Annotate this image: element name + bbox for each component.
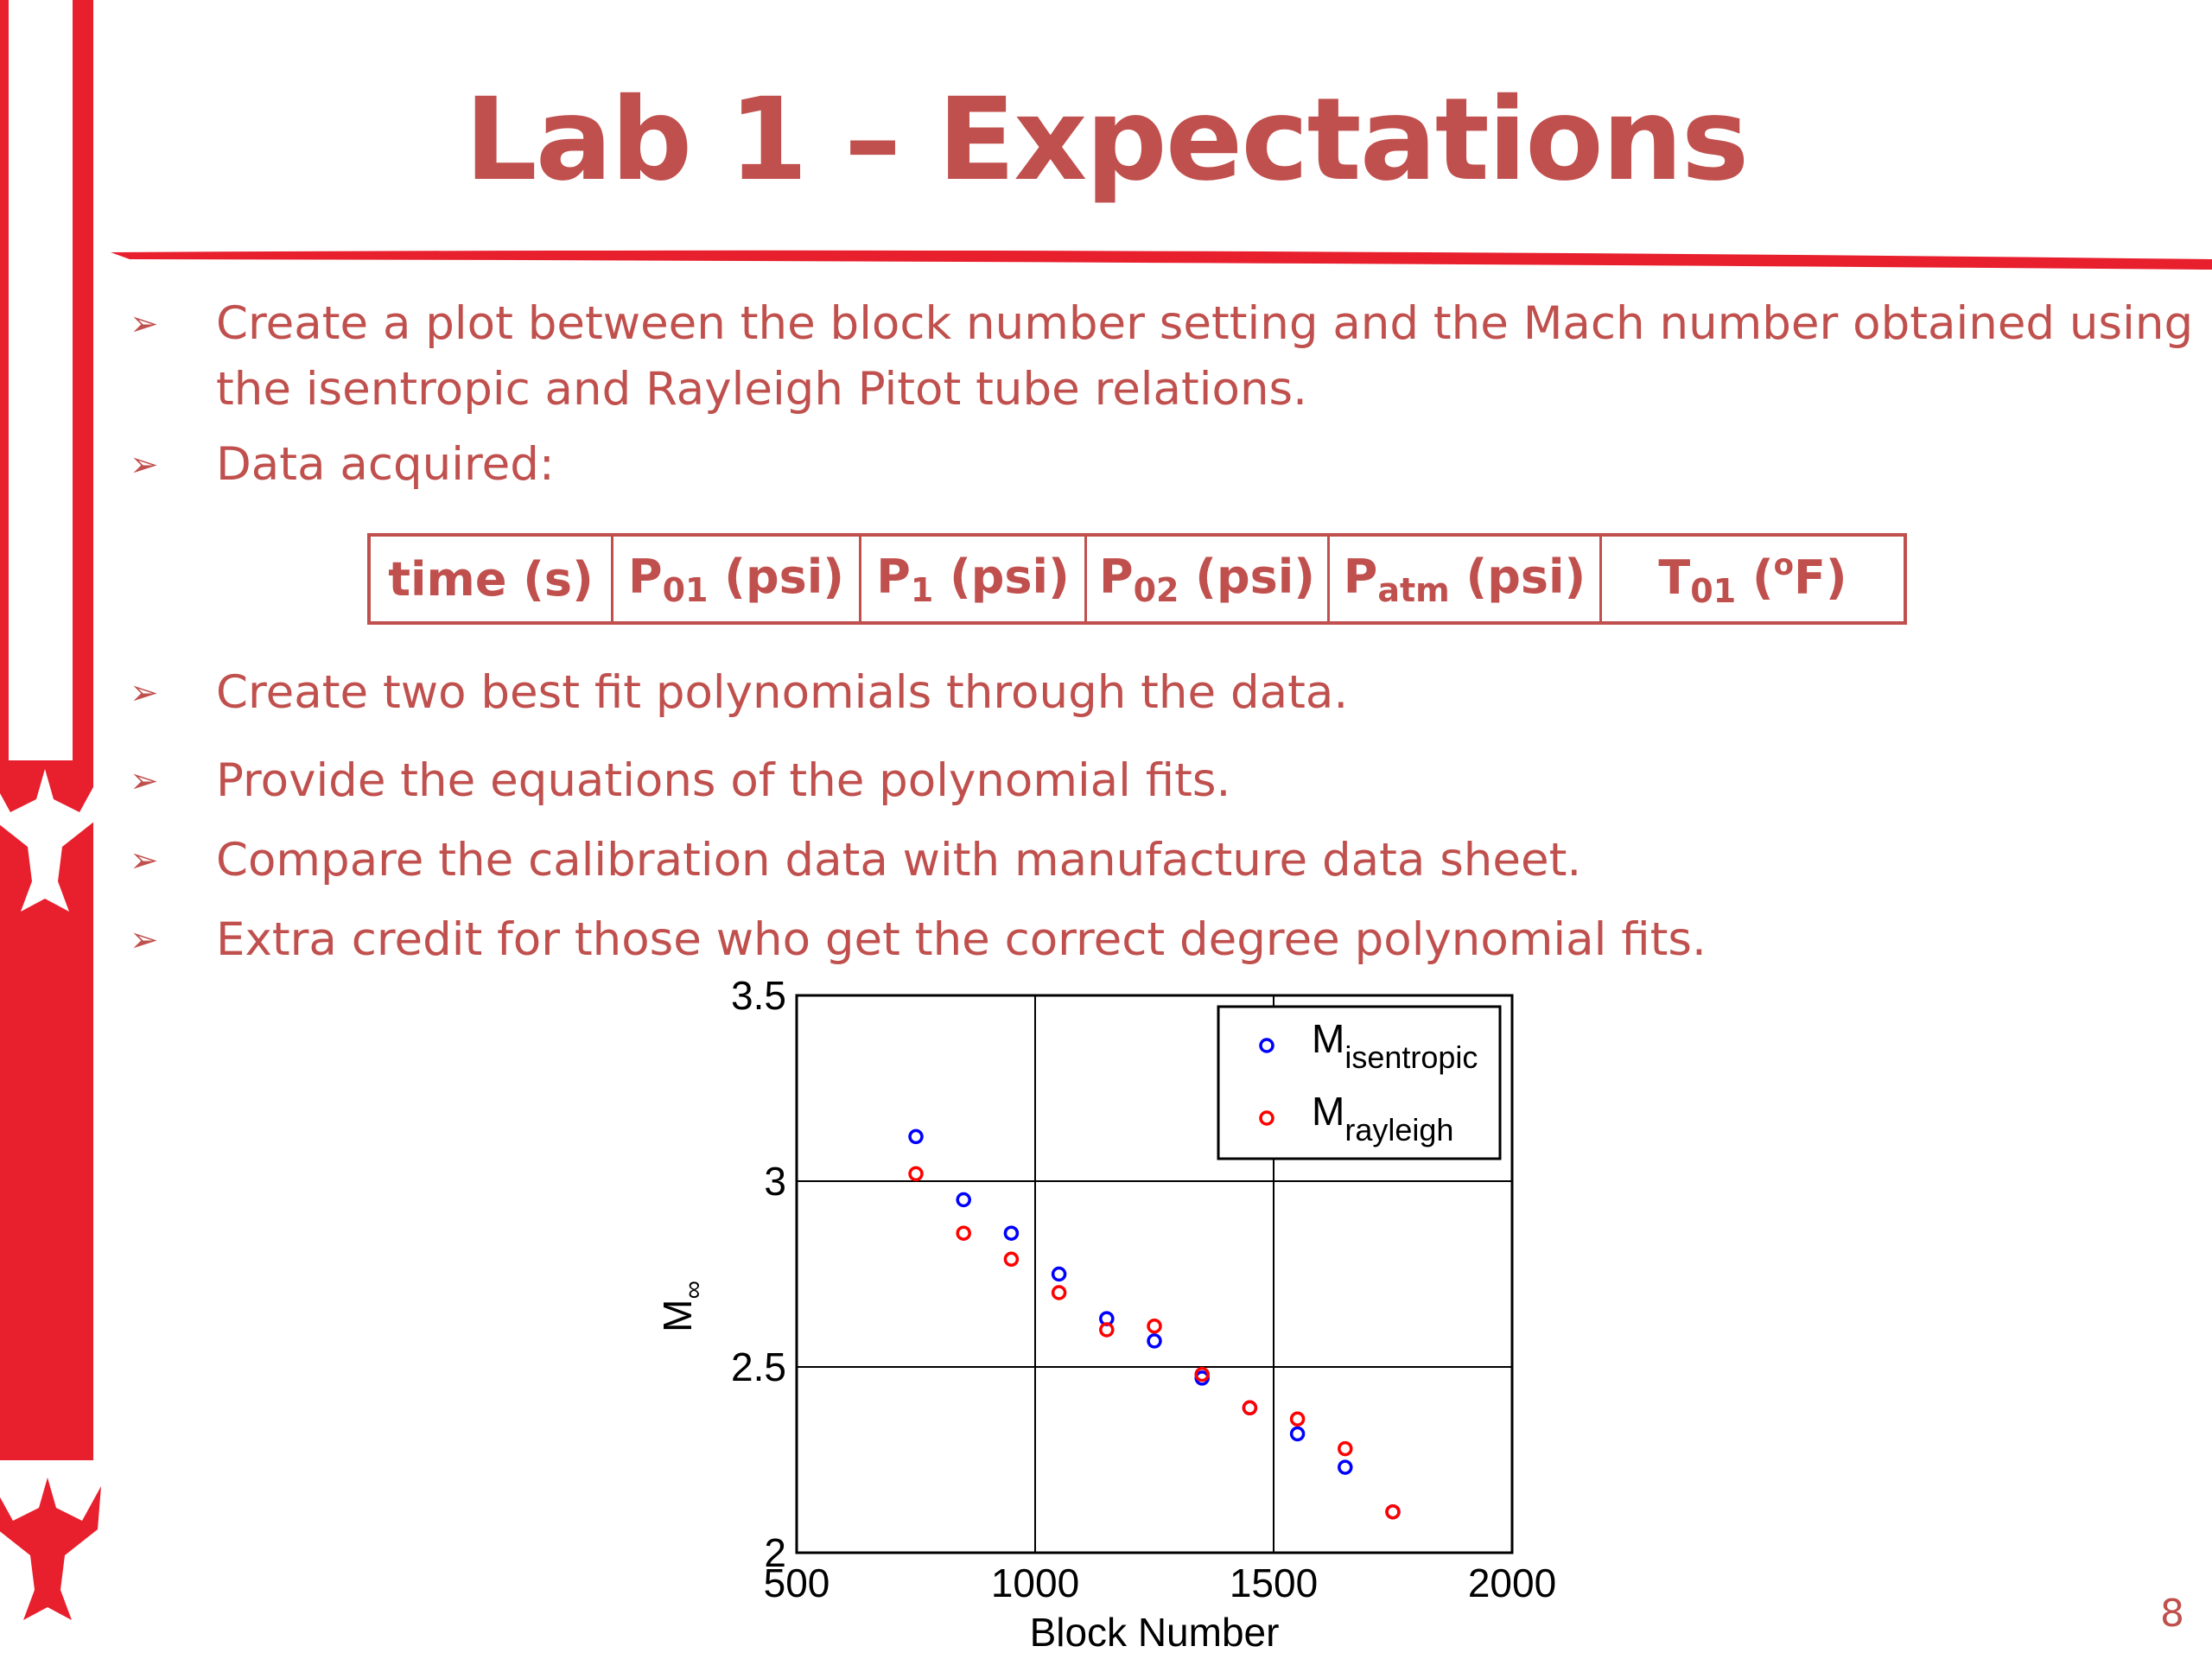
data-point-isentropic — [908, 1128, 924, 1145]
x-tick-label: 500 — [764, 1560, 830, 1605]
table-header-cell: Patm (psi) — [1327, 533, 1602, 625]
table-header-cell: P02 (psi) — [1084, 533, 1330, 625]
legend-label-base: M — [1312, 1089, 1344, 1134]
data-acquired-table: time (s) P01 (psi) P1 (psi) P02 (psi) Pa… — [367, 533, 1907, 625]
plot-area-frame — [795, 994, 1514, 1554]
data-point-rayleigh — [1099, 1322, 1115, 1338]
x-tick-label: 1000 — [991, 1560, 1079, 1605]
jet-logo-icon — [0, 1478, 101, 1620]
side-bar-inner-light — [9, 0, 73, 760]
x-tick-label: 2000 — [1468, 1560, 1556, 1605]
table-header-cell: T01 (oF) — [1599, 533, 1907, 625]
y-tick-label: 2 — [764, 1530, 786, 1575]
legend-marker-isentropic — [1259, 1038, 1274, 1053]
data-point-rayleigh — [1194, 1366, 1210, 1382]
y-tick-label: 3.5 — [731, 973, 786, 1018]
title-underline — [111, 250, 2212, 270]
table-header-cell: P01 (psi) — [611, 533, 861, 625]
legend-label-rayleigh: Mrayleigh — [1312, 1089, 1453, 1147]
y-axis-label-sub: ∞ — [679, 1281, 708, 1299]
data-point-isentropic — [1147, 1333, 1162, 1349]
y-tick-label: 3 — [764, 1159, 786, 1204]
data-point-rayleigh — [956, 1225, 971, 1241]
table-header-cell: time (s) — [367, 533, 613, 625]
data-point-isentropic — [1051, 1266, 1067, 1282]
data-point-rayleigh — [1338, 1440, 1353, 1457]
data-point-rayleigh — [1385, 1503, 1401, 1520]
jet-logo-icon — [0, 769, 99, 912]
legend-label-sub: rayleigh — [1344, 1112, 1453, 1147]
data-point-isentropic — [1338, 1459, 1353, 1475]
data-point-rayleigh — [1003, 1251, 1020, 1268]
legend-label-isentropic: Misentropic — [1312, 1016, 1478, 1075]
side-bar-core — [73, 0, 90, 760]
legend-label-sub: isentropic — [1344, 1039, 1478, 1075]
slide-title: Lab 1 – Expectations — [464, 73, 1750, 207]
data-point-rayleigh — [1242, 1400, 1258, 1416]
page-number: 8 — [2160, 1592, 2184, 1636]
data-point-rayleigh — [1147, 1318, 1162, 1334]
data-point-rayleigh — [908, 1166, 924, 1182]
table-header-cell: P1 (psi) — [859, 533, 1087, 625]
legend-box — [1217, 1005, 1502, 1160]
data-point-isentropic — [1003, 1225, 1020, 1241]
x-tick-label: 1500 — [1230, 1560, 1318, 1605]
legend-label-base: M — [1312, 1016, 1344, 1061]
table-header-row: time (s) P01 (psi) P1 (psi) P02 (psi) Pa… — [367, 533, 1907, 625]
data-point-isentropic — [956, 1192, 971, 1208]
data-point-rayleigh — [1289, 1411, 1306, 1427]
y-axis-label: M∞ — [655, 1281, 708, 1332]
data-point-rayleigh — [1051, 1285, 1067, 1300]
y-tick-label: 2.5 — [731, 1344, 786, 1389]
y-axis-label-base: M — [655, 1300, 700, 1332]
x-axis-label: Block Number — [1030, 1610, 1280, 1655]
legend-marker-rayleigh — [1259, 1110, 1274, 1126]
data-point-isentropic — [1289, 1426, 1306, 1442]
